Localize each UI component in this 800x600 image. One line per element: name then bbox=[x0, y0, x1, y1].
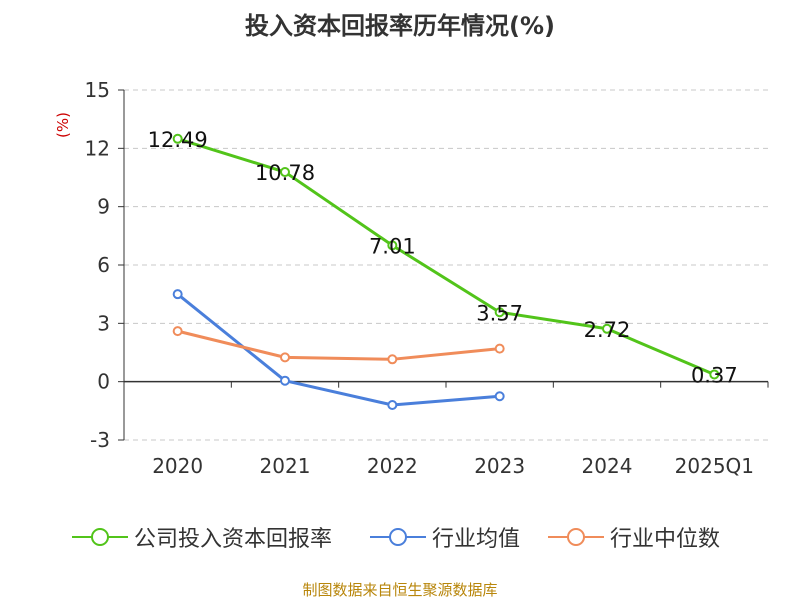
series-line bbox=[176, 292, 500, 407]
y-tick-label: -3 bbox=[90, 428, 110, 452]
data-point bbox=[602, 323, 612, 334]
legend-label: 行业均值 bbox=[432, 527, 521, 552]
legend-item-industry-mean[interactable]: 行业均值 bbox=[370, 520, 520, 554]
data-label: 2.72 bbox=[584, 318, 631, 342]
data-label: 7.01 bbox=[369, 234, 416, 258]
y-tick-label: 15 bbox=[85, 78, 110, 102]
data-point bbox=[172, 133, 183, 144]
legend-marker-icon bbox=[548, 528, 604, 546]
data-label: 3.57 bbox=[476, 301, 523, 325]
data-point bbox=[280, 167, 290, 178]
y-axis-title: (%) bbox=[54, 112, 72, 138]
data-point bbox=[387, 400, 398, 410]
x-tick-label: 2021 bbox=[260, 454, 311, 478]
series-line bbox=[177, 137, 715, 376]
legend: 公司投入资本回报率 行业均值 行业中位数 bbox=[0, 520, 800, 554]
legend-marker-icon bbox=[370, 528, 426, 546]
x-tick-label: 2022 bbox=[367, 454, 418, 478]
data-point bbox=[280, 352, 290, 363]
legend-item-industry-median[interactable]: 行业中位数 bbox=[548, 520, 720, 554]
chart-title: 投入资本回报率历年情况(%) bbox=[245, 12, 555, 40]
y-tick-label: 3 bbox=[97, 311, 110, 335]
data-label: 10.78 bbox=[255, 161, 315, 185]
legend-item-company-roic[interactable]: 公司投入资本回报率 bbox=[72, 520, 332, 554]
data-label: 12.49 bbox=[148, 128, 208, 152]
data-point bbox=[280, 375, 290, 386]
y-tick-label: 0 bbox=[97, 370, 110, 394]
data-point bbox=[387, 240, 398, 251]
axes: 15 12 9 6 3 0 -3 (%) 2020 2021 2022 2023 2024 2025Q1 bbox=[54, 78, 769, 478]
y-tick-label: 12 bbox=[85, 136, 110, 160]
data-point bbox=[709, 369, 720, 380]
data-point bbox=[494, 391, 505, 402]
x-tick-label: 2024 bbox=[582, 454, 633, 478]
data-point bbox=[494, 307, 505, 318]
y-tick-label: 9 bbox=[97, 195, 110, 219]
y-tick-label: 6 bbox=[97, 253, 110, 277]
x-tick-label: 2023 bbox=[474, 454, 525, 478]
data-label: 0.37 bbox=[691, 363, 738, 387]
legend-label: 行业中位数 bbox=[610, 527, 721, 552]
series-line bbox=[177, 329, 500, 361]
data-point bbox=[172, 326, 183, 337]
x-tick-label: 2025Q1 bbox=[675, 454, 754, 478]
data-point bbox=[172, 289, 183, 300]
x-tick-label: 2020 bbox=[152, 454, 203, 478]
series-lines bbox=[172, 133, 720, 410]
legend-label: 公司投入资本回报率 bbox=[134, 527, 333, 552]
data-point bbox=[494, 343, 505, 354]
data-point bbox=[387, 354, 398, 365]
source-note: 制图数据来自恒生聚源数据库 bbox=[302, 581, 498, 599]
data-labels: 12.49 10.78 7.01 3.57 2.72 0.37 bbox=[148, 128, 738, 388]
legend-marker-icon bbox=[72, 528, 128, 546]
